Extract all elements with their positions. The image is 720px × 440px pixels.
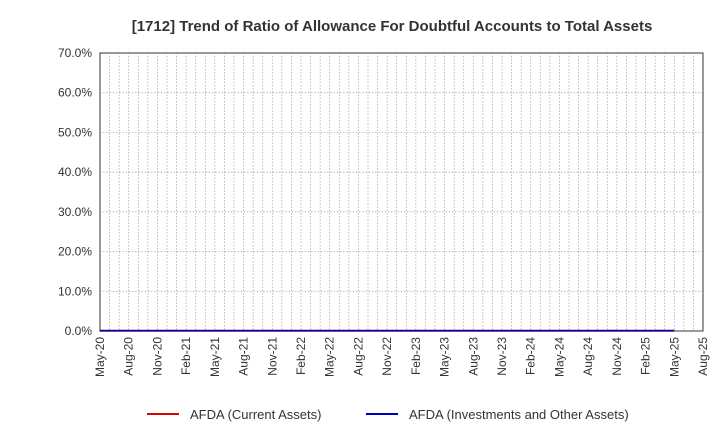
x-tick-label: Feb-24	[524, 337, 538, 375]
x-tick-label: May-25	[667, 337, 681, 377]
y-tick-label: 30.0%	[58, 205, 92, 219]
x-tick-label: Nov-24	[610, 337, 624, 376]
chart-title: [1712] Trend of Ratio of Allowance For D…	[132, 18, 653, 35]
x-tick-label: Feb-21	[179, 337, 193, 375]
x-tick-label: Aug-21	[237, 337, 251, 376]
x-tick-label: May-21	[208, 337, 222, 377]
x-tick-label: Aug-24	[581, 337, 595, 376]
y-tick-label: 40.0%	[58, 165, 92, 179]
x-tick-label: May-20	[93, 337, 107, 377]
x-tick-label: Aug-22	[351, 337, 365, 376]
y-tick-label: 10.0%	[58, 284, 92, 298]
y-tick-label: 50.0%	[58, 125, 92, 139]
x-axis: May-20 Aug-20 Nov-20 Feb-21 May-21 Aug-21 Nov-…	[93, 337, 710, 377]
x-tick-label: Feb-23	[409, 337, 423, 375]
x-tick-label: May-24	[552, 337, 566, 377]
x-tick-label: May-23	[438, 337, 452, 377]
x-tick-label: Aug-23	[466, 337, 480, 376]
y-axis: 0.0% 10.0% 20.0% 30.0% 40.0% 50.0% 60.0% 70.0%	[58, 46, 92, 338]
legend-label-1: AFDA (Current Assets)	[190, 407, 321, 422]
plot-area	[99, 52, 704, 332]
x-tick-label: Nov-23	[495, 337, 509, 376]
x-tick-label: May-22	[323, 337, 337, 377]
y-tick-label: 60.0%	[58, 86, 92, 100]
y-tick-label: 0.0%	[65, 324, 93, 338]
x-tick-label: Feb-22	[294, 337, 308, 375]
x-tick-label: Nov-20	[150, 337, 164, 376]
x-tick-label: Nov-22	[380, 337, 394, 376]
x-tick-label: Aug-25	[696, 337, 710, 376]
legend-label-2: AFDA (Investments and Other Assets)	[409, 407, 629, 422]
y-tick-label: 70.0%	[58, 46, 92, 60]
x-tick-label: Aug-20	[122, 337, 136, 376]
legend: AFDA (Current Assets) AFDA (Investments a…	[147, 407, 629, 422]
y-tick-label: 20.0%	[58, 245, 92, 259]
x-tick-label: Feb-25	[639, 337, 653, 375]
grid-layer	[100, 53, 703, 331]
x-tick-label: Nov-21	[265, 337, 279, 376]
